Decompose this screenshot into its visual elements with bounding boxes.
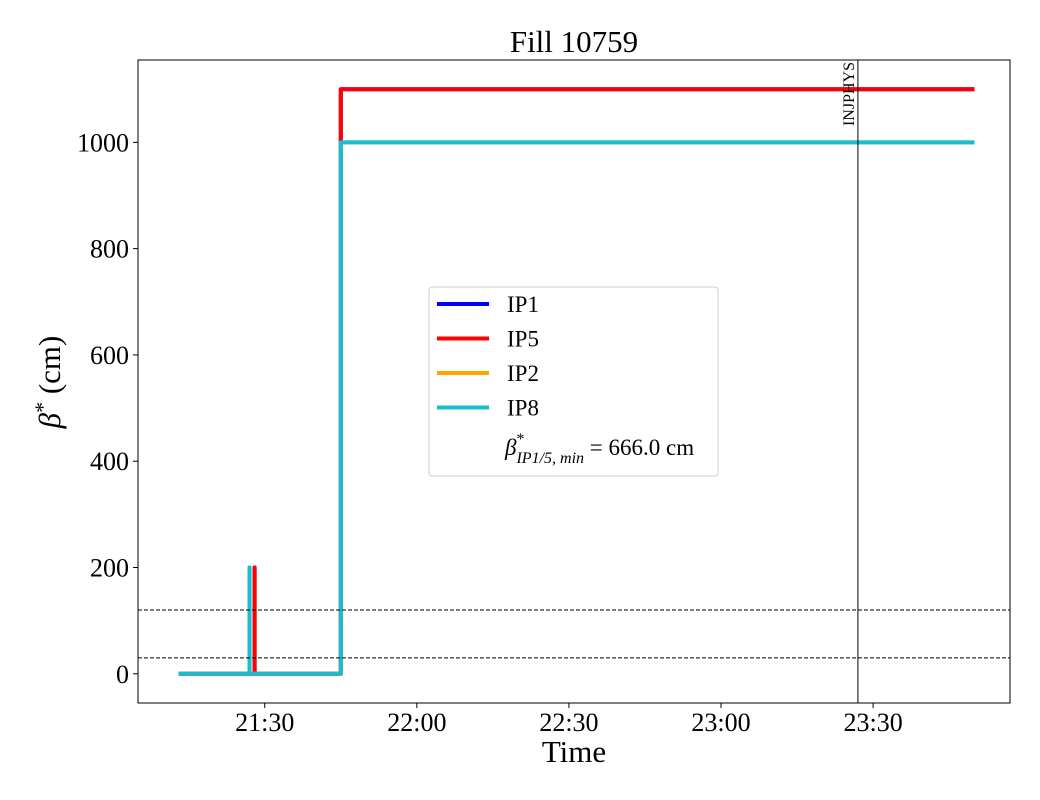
note-text: = 666.0 cm xyxy=(584,435,694,460)
event-label: INJPHYS xyxy=(841,62,858,126)
x-tick-label: 23:00 xyxy=(691,708,750,737)
x-axis-label: Time xyxy=(542,734,606,769)
y-label-sup: * xyxy=(30,402,55,413)
y-tick-label: 800 xyxy=(90,235,129,264)
plot-frame xyxy=(137,59,1011,704)
y-label-text: (cm) xyxy=(32,336,67,402)
y-tick-label: 600 xyxy=(90,341,129,370)
legend-box xyxy=(428,286,719,477)
legend-label: IP2 xyxy=(507,361,539,386)
y-label-symbol: β xyxy=(32,412,67,429)
y-tick-label: 400 xyxy=(90,447,129,476)
y-tick-label: 0 xyxy=(116,660,129,689)
legend-label: IP1 xyxy=(507,292,539,317)
x-tick-label: 23:30 xyxy=(843,708,902,737)
legend-label: IP8 xyxy=(507,396,539,421)
x-tick-label: 22:30 xyxy=(539,708,598,737)
x-tick-label: 21:30 xyxy=(235,708,294,737)
y-tick-label: 200 xyxy=(90,553,129,582)
note-sub: IP1/5, min xyxy=(515,450,584,467)
note-symbol: β xyxy=(504,435,517,460)
x-tick-label: 22:00 xyxy=(387,708,446,737)
legend-label: IP5 xyxy=(507,327,539,352)
note-sup: * xyxy=(516,431,524,448)
legend-note: β* IP1/5, min = 666.0 cm xyxy=(504,431,694,467)
y-axis-label: β* (cm) xyxy=(30,336,67,430)
series-line xyxy=(178,140,975,676)
chart-title: Fill 10759 xyxy=(510,24,638,59)
y-tick-label: 1000 xyxy=(77,128,129,157)
